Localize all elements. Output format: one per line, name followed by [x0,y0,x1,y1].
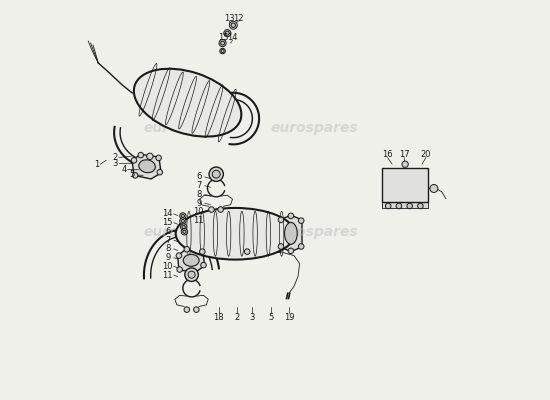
Circle shape [180,224,187,230]
Circle shape [417,203,423,209]
Circle shape [386,203,391,209]
Text: 7: 7 [165,236,170,245]
Circle shape [402,161,408,168]
Polygon shape [382,202,428,208]
Text: 6: 6 [165,227,170,236]
Text: 5: 5 [129,170,135,180]
Circle shape [278,244,284,249]
Text: 10: 10 [162,262,173,271]
Circle shape [231,23,235,28]
Circle shape [226,31,229,35]
Circle shape [288,213,294,219]
Text: eurospares: eurospares [271,225,359,239]
Circle shape [184,307,190,312]
Text: 14: 14 [227,33,238,42]
Circle shape [219,40,226,47]
Text: 3: 3 [113,159,118,168]
Circle shape [200,249,205,254]
Ellipse shape [284,222,297,244]
Text: eurospares: eurospares [144,122,232,136]
Text: eurospares: eurospares [144,225,232,239]
Circle shape [299,218,304,224]
Text: 5: 5 [268,313,274,322]
Circle shape [430,184,438,192]
Circle shape [218,207,223,212]
Ellipse shape [139,160,156,173]
Circle shape [147,153,153,160]
Text: 11: 11 [194,216,204,225]
Text: 19: 19 [284,313,294,322]
Circle shape [131,158,137,163]
Circle shape [176,253,182,258]
Circle shape [212,170,220,178]
Circle shape [224,30,231,37]
Polygon shape [132,154,161,179]
Text: eurospares: eurospares [271,122,359,136]
Circle shape [208,207,214,212]
Circle shape [185,268,199,282]
Circle shape [157,170,163,175]
Text: 9: 9 [196,199,201,208]
Ellipse shape [134,69,241,137]
Circle shape [220,48,225,54]
Text: 20: 20 [421,150,431,159]
Circle shape [182,228,188,235]
Circle shape [221,41,224,45]
Ellipse shape [175,208,295,260]
Text: 7: 7 [196,181,201,190]
Text: 15: 15 [162,218,173,227]
Polygon shape [178,248,205,272]
Circle shape [396,203,402,209]
Circle shape [299,244,304,249]
Text: 14: 14 [162,210,173,218]
Polygon shape [280,215,302,252]
Circle shape [288,248,294,254]
Circle shape [229,21,237,29]
Circle shape [183,230,186,233]
Text: 13: 13 [224,14,235,22]
Circle shape [184,246,190,252]
Text: 12: 12 [233,14,244,22]
Text: 10: 10 [194,208,204,216]
Text: 16: 16 [382,150,393,159]
Text: 2: 2 [235,313,240,322]
Text: 8: 8 [165,244,170,253]
Circle shape [182,220,184,223]
FancyBboxPatch shape [382,168,428,202]
Circle shape [177,267,183,272]
Text: 1: 1 [94,160,99,169]
Circle shape [138,152,144,158]
Circle shape [182,226,185,228]
Circle shape [194,307,199,312]
Circle shape [156,155,161,161]
Circle shape [180,213,186,219]
Text: 2: 2 [113,153,118,162]
Text: 6: 6 [196,172,201,182]
Text: 8: 8 [196,190,201,199]
Circle shape [278,217,284,223]
Circle shape [133,172,138,178]
Text: 3: 3 [250,313,255,322]
Text: 9: 9 [165,253,170,262]
Text: 11: 11 [162,270,173,280]
Text: 15: 15 [218,33,229,42]
Circle shape [182,214,184,218]
Circle shape [221,50,224,52]
Circle shape [188,271,195,278]
Circle shape [407,203,412,209]
Circle shape [244,249,250,254]
Circle shape [180,218,186,224]
Ellipse shape [183,254,199,266]
Circle shape [209,167,223,181]
Text: 4: 4 [122,164,126,174]
Text: 17: 17 [399,150,409,159]
Circle shape [201,262,206,268]
Text: 18: 18 [213,313,224,322]
